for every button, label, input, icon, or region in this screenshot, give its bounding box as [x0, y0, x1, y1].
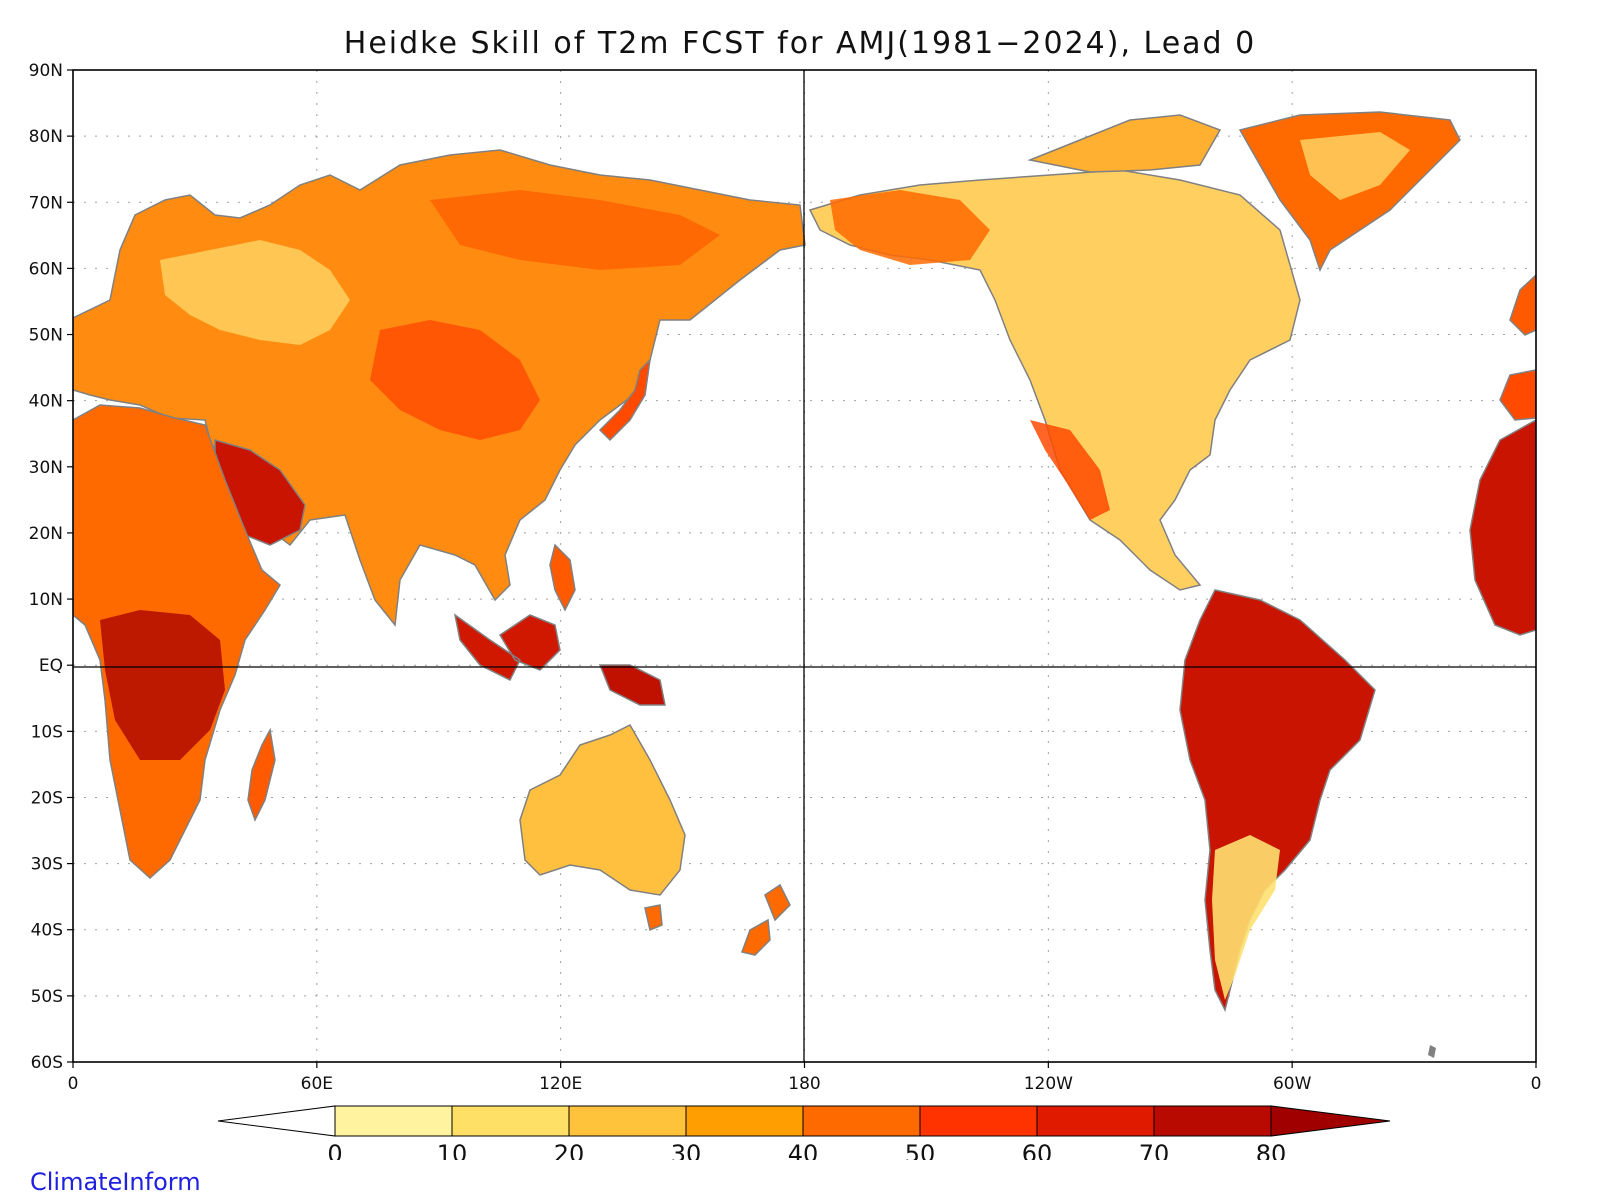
- east-siberia-hot-region: [430, 190, 720, 270]
- sumatra-borneo: [453, 613, 561, 682]
- madagascar: [247, 727, 276, 822]
- colorbar-segment: [1153, 1105, 1272, 1137]
- colorbar-label: 60: [1022, 1140, 1053, 1160]
- arctic-archipelago: [1027, 114, 1222, 173]
- lat-tick-label: 30N: [29, 458, 63, 478]
- lon-tick-label: 120W: [1024, 1074, 1073, 1094]
- lat-tick-label: EQ: [39, 656, 63, 676]
- colorbar-segment: [919, 1105, 1038, 1137]
- north-america-landmass: [808, 169, 1301, 591]
- lat-tick-label: 80N: [29, 127, 63, 147]
- new-zealand: [741, 883, 791, 956]
- colorbar-segment: [568, 1105, 687, 1137]
- colorbar-label: 20: [554, 1140, 585, 1160]
- lat-tick-label: 20S: [31, 788, 63, 808]
- siberia-cool-region: [160, 240, 350, 345]
- colorbar-low-arrow: [217, 1105, 336, 1137]
- colorbar-segment: [1036, 1105, 1155, 1137]
- colorbar-label: 70: [1139, 1140, 1170, 1160]
- japan: [598, 357, 652, 442]
- lat-tick-label: 50N: [29, 326, 63, 346]
- lat-tick-label: 90N: [29, 61, 63, 81]
- new-guinea: [598, 664, 666, 706]
- lat-tick-label: 60N: [29, 259, 63, 279]
- lat-tick-label: 60S: [31, 1053, 63, 1073]
- map-title: Heidke Skill of T2m FCST for AMJ(1981−20…: [343, 26, 1257, 61]
- lat-tick-label: 20N: [29, 524, 63, 544]
- lon-tick-label: 120E: [539, 1074, 582, 1094]
- lat-tick-label: 40S: [31, 921, 63, 941]
- longitude-axis: 0 60E 120E 180 120W 60W 0: [68, 1062, 1542, 1094]
- west-africa-right-edge: [1469, 419, 1536, 636]
- greenland-cool-region: [1300, 132, 1410, 200]
- alaska-hot-region: [830, 190, 990, 265]
- lat-tick-label: 10N: [29, 590, 63, 610]
- colorbar-label: 50: [905, 1140, 936, 1160]
- lon-tick-label: 180: [788, 1074, 820, 1094]
- britain-right-edge: [1509, 273, 1536, 336]
- colorbar-segment: [685, 1105, 804, 1137]
- philippines: [549, 543, 576, 612]
- colorbar-high-arrow: [1270, 1105, 1391, 1137]
- lon-tick-label: 0: [68, 1074, 79, 1094]
- southern-cone-cool-region: [1212, 835, 1280, 1000]
- colorbar-label: 40: [788, 1140, 819, 1160]
- lat-tick-label: 70N: [29, 193, 63, 213]
- lon-tick-label: 60W: [1273, 1074, 1312, 1094]
- iberia-right-edge: [1499, 369, 1536, 421]
- lat-tick-label: 10S: [31, 722, 63, 742]
- mexico-hot-region: [1030, 420, 1110, 520]
- colorbar-label: 0: [327, 1140, 342, 1160]
- central-asia-hot-region: [370, 320, 540, 440]
- colorbar-segment: [334, 1105, 453, 1137]
- lat-tick-label: 50S: [31, 987, 63, 1007]
- colorbar: 0 10 20 30 40 50 60 70 80: [217, 1105, 1391, 1160]
- lat-tick-label: 30S: [31, 855, 63, 875]
- colorbar-segment: [451, 1105, 570, 1137]
- land-layer: [73, 111, 1536, 1058]
- tasmania: [644, 904, 663, 932]
- colorbar-label: 10: [437, 1140, 468, 1160]
- colorbar-segment: [802, 1105, 921, 1137]
- lon-tick-label: 0: [1531, 1074, 1542, 1094]
- latitude-axis: 90N 80N 70N 60N 50N 40N 30N 20N 10N EQ 10S 20S 30S 40…: [29, 61, 73, 1073]
- antarctic-peninsula-islands: [1428, 1045, 1436, 1058]
- lon-tick-label: 60E: [301, 1074, 333, 1094]
- australia-landmass: [519, 724, 686, 896]
- africa-equatorial-hot-region: [100, 610, 225, 760]
- colorbar-label: 80: [1256, 1140, 1287, 1160]
- skill-map: 90N 80N 70N 60N 50N 40N 30N 20N 10N EQ 10S 20S 30S 40…: [29, 61, 1542, 1160]
- lat-tick-label: 40N: [29, 392, 63, 412]
- colorbar-label: 30: [671, 1140, 702, 1160]
- watermark: ClimateInform: [30, 1168, 201, 1196]
